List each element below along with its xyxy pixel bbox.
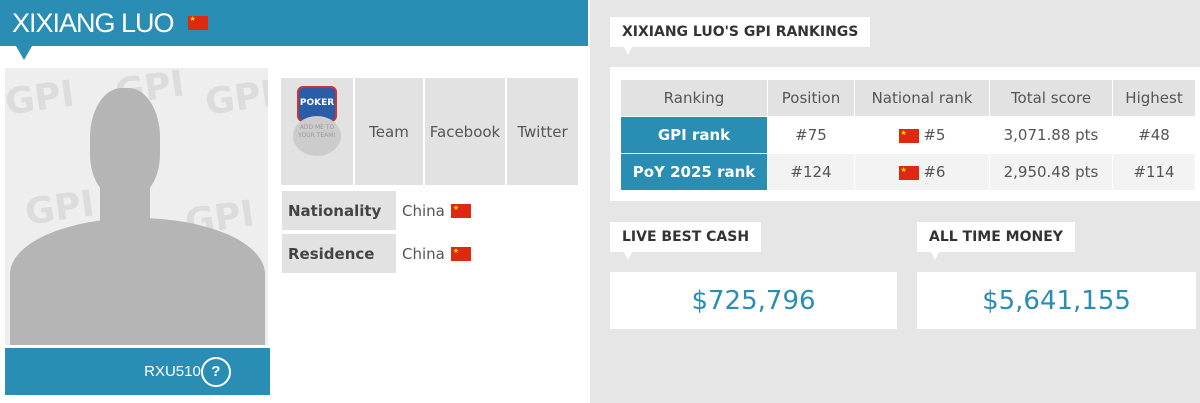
table-row: PoY 2025 rank #124 #6 2,950.48 pts #114 (621, 154, 1195, 190)
national-rank-cell: #6 (855, 154, 989, 190)
highest: #48 (1138, 126, 1170, 144)
silhouette-body (10, 218, 265, 345)
username: RXU510 (144, 363, 201, 380)
national-rank: #6 (923, 163, 946, 181)
national-rank-cell: #5 (855, 117, 989, 153)
china-flag-icon (898, 128, 919, 143)
live-best-cash-value: $725,796 (610, 272, 897, 329)
table-row: GPI rank #75 #5 3,071.88 pts #48 (621, 117, 1195, 153)
position: #124 (768, 154, 854, 190)
player-name: XIXIANG LUO (12, 8, 175, 38)
residence-label: Residence (282, 234, 396, 273)
highest: #114 (1113, 154, 1195, 190)
rankings-title: XIXIANG LUO'S GPI RANKINGS (610, 17, 871, 55)
china-flag-icon (450, 246, 471, 261)
total-score: 2,950.48 pts (990, 154, 1112, 190)
china-flag-icon (450, 203, 471, 218)
col-ranking: Ranking (621, 80, 767, 116)
username-bar: RXU510? (5, 348, 270, 395)
nationality-value: China (402, 201, 445, 220)
ranking-name: GPI rank (621, 117, 767, 153)
residence-row: Residence China (282, 234, 471, 273)
player-header: XIXIANG LUO (0, 0, 588, 46)
col-highest: Highest (1113, 80, 1195, 116)
twitter-link[interactable]: Twitter (507, 78, 578, 185)
col-total-score: Total score (990, 80, 1112, 116)
header-pointer (16, 46, 32, 60)
rankings-table-box: Ranking Position National rank Total sco… (610, 67, 1200, 201)
position: #75 (795, 126, 827, 144)
col-national-rank: National rank (855, 80, 989, 116)
ranking-name: PoY 2025 rank (621, 154, 767, 190)
live-best-cash-label: LIVE BEST CASH (610, 222, 762, 260)
national-rank: #5 (923, 126, 946, 144)
residence-value: China (402, 244, 445, 263)
china-flag-icon (187, 16, 208, 30)
team-link[interactable]: Team (355, 78, 423, 185)
col-position: Position (768, 80, 854, 116)
poker-manager-logo[interactable]: POKER ADD ME TO YOUR TEAM! (281, 78, 353, 185)
social-links: POKER ADD ME TO YOUR TEAM! Team Facebook… (281, 78, 578, 185)
facebook-link[interactable]: Facebook (425, 78, 505, 185)
player-photo-placeholder: GPI GPI GPI GPI GPI (5, 68, 268, 345)
china-flag-icon (898, 165, 919, 180)
add-me-to-team: ADD ME TO YOUR TEAM! (293, 116, 341, 156)
nationality-label: Nationality (282, 191, 396, 230)
rankings-table: Ranking Position National rank Total sco… (620, 79, 1196, 191)
all-time-money-value: $5,641,155 (917, 272, 1196, 329)
rankings-panel: XIXIANG LUO'S GPI RANKINGS Ranking Posit… (590, 0, 1200, 403)
nationality-row: Nationality China (282, 191, 471, 230)
all-time-money-label: ALL TIME MONEY (917, 222, 1075, 260)
help-icon[interactable]: ? (200, 356, 231, 387)
total-score: 3,071.88 pts (1003, 126, 1099, 144)
table-header-row: Ranking Position National rank Total sco… (621, 80, 1195, 116)
